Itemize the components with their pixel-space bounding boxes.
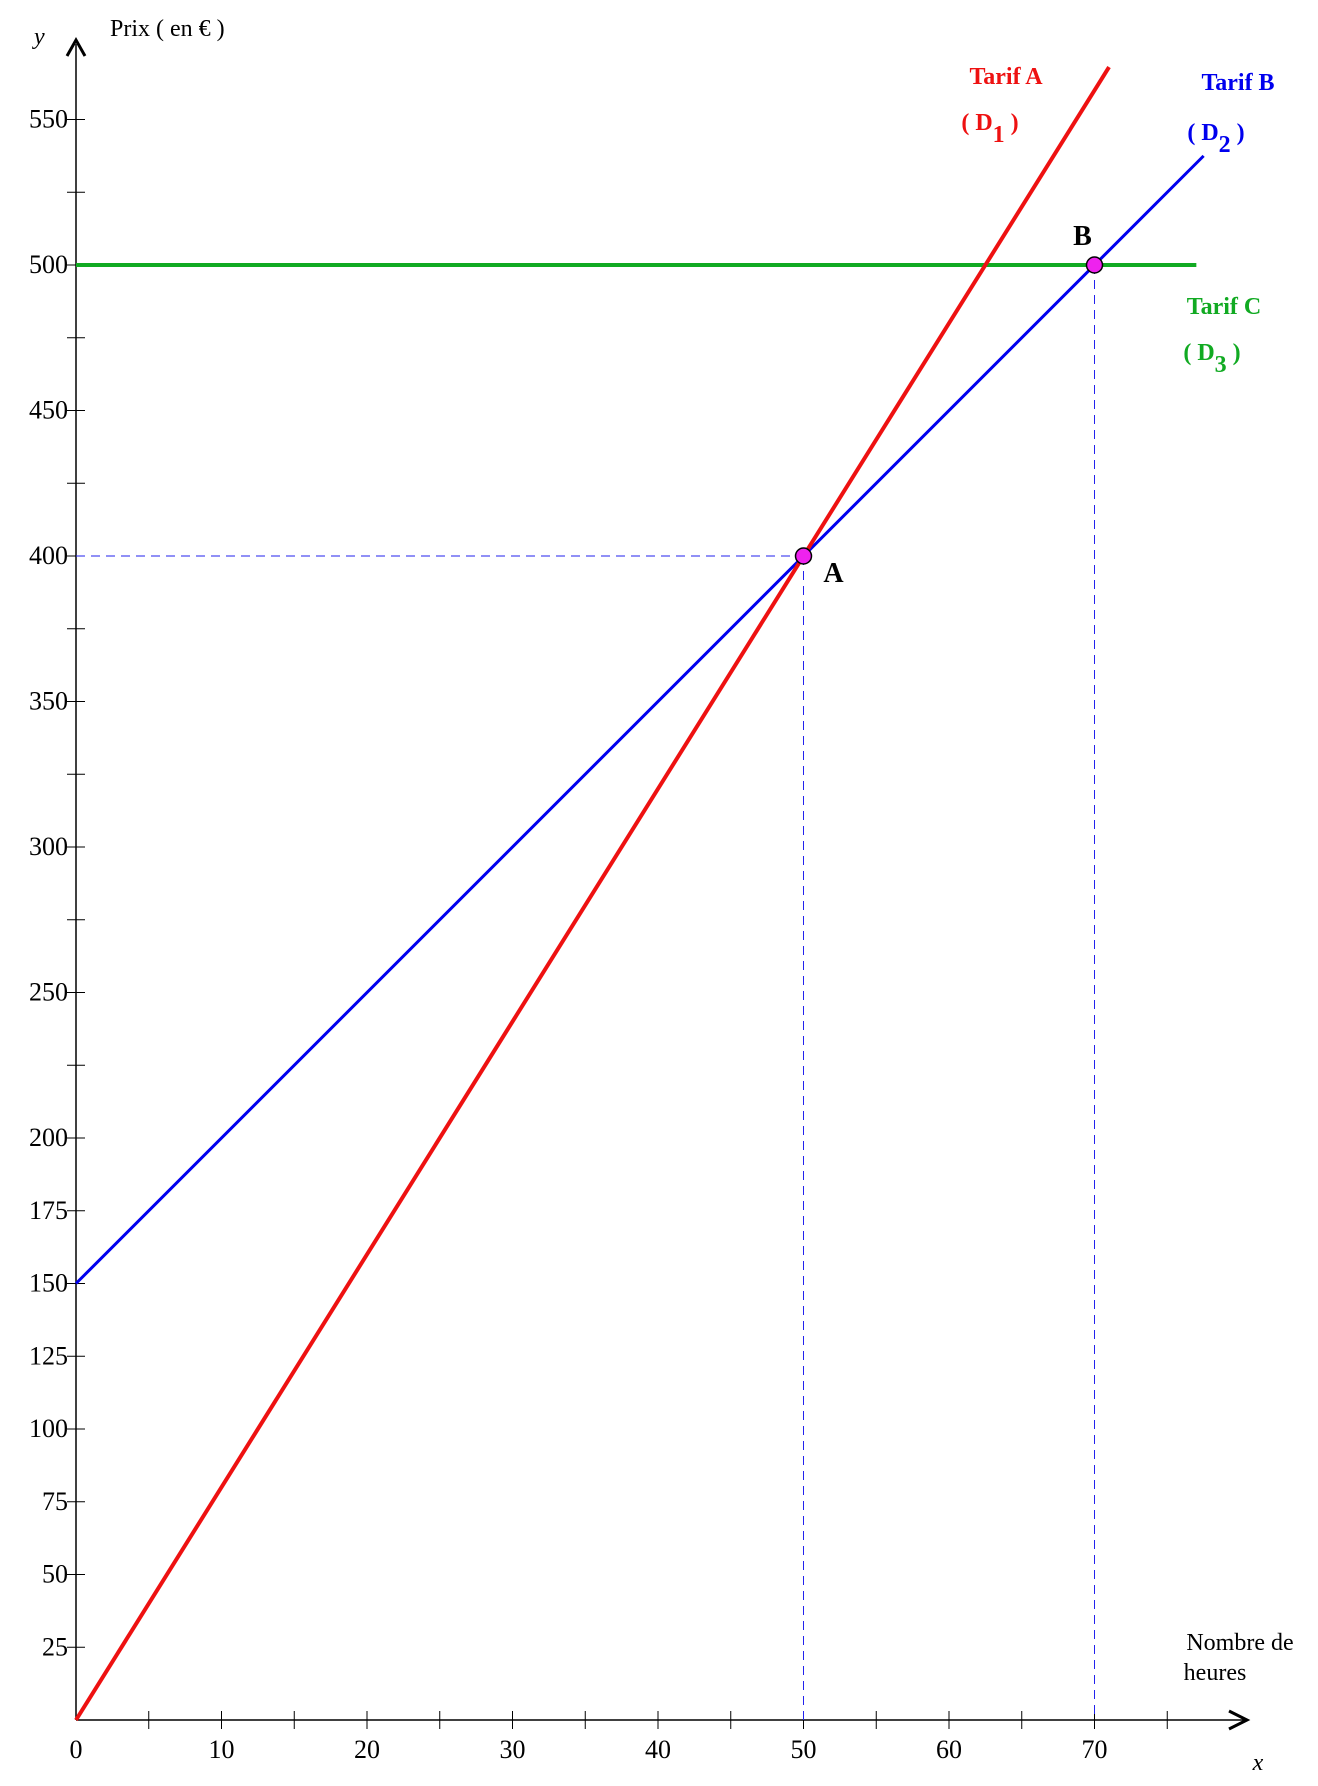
x-axis-var: x — [1252, 1750, 1264, 1776]
series-line-1 — [74, 66, 1111, 1722]
y-axis-title: Prix ( en € ) — [110, 16, 225, 42]
y-tick-label: 550 — [29, 105, 68, 134]
y-tick-label: 75 — [42, 1487, 68, 1516]
x-tick-label: 20 — [354, 1735, 380, 1764]
series-sub-label-2: ( D2 ) — [1187, 120, 1244, 158]
x-tick-label: 10 — [209, 1735, 235, 1764]
y-tick-label: 25 — [42, 1632, 68, 1661]
point-label-b: B — [1073, 221, 1092, 252]
y-tick-label: 250 — [29, 978, 68, 1007]
y-tick-label: 50 — [42, 1560, 68, 1589]
x-tick-label: 30 — [500, 1735, 526, 1764]
y-axis-arrow — [65, 36, 87, 57]
y-tick-label: 200 — [29, 1123, 68, 1152]
y-tick-label: 125 — [29, 1341, 68, 1370]
y-tick-label: 150 — [29, 1269, 68, 1298]
series-sub-label-1: ( D1 ) — [961, 110, 1018, 148]
y-tick-label: 175 — [29, 1196, 68, 1225]
y-tick-label: 100 — [29, 1414, 68, 1443]
y-tick-label: 500 — [29, 250, 68, 279]
point-a — [794, 547, 813, 565]
y-tick-label: 300 — [29, 832, 68, 861]
x-tick-label: 0 — [70, 1735, 83, 1764]
series-sub-label-3: ( D3 ) — [1183, 340, 1240, 378]
point-b — [1085, 256, 1104, 274]
x-axis-title-line2: heures — [1184, 1660, 1247, 1686]
x-tick-label: 40 — [645, 1735, 671, 1764]
x-tick-label: 70 — [1082, 1735, 1108, 1764]
point-label-a: A — [823, 558, 844, 589]
y-axis-var: y — [32, 24, 45, 50]
x-tick-label: 50 — [791, 1735, 817, 1764]
x-axis-title-line1: Nombre de — [1186, 1630, 1293, 1656]
series-label-2: Tarif B — [1201, 70, 1274, 96]
y-tick-label: 350 — [29, 687, 68, 716]
y-tick-label: 400 — [29, 541, 68, 570]
series-label-3: Tarif C — [1187, 294, 1261, 320]
x-axis-arrow — [1228, 1709, 1251, 1731]
x-tick-label: 60 — [936, 1735, 962, 1764]
series-label-1: Tarif A — [969, 64, 1043, 90]
y-tick-label: 450 — [29, 396, 68, 425]
series-line-2 — [74, 154, 1205, 1285]
